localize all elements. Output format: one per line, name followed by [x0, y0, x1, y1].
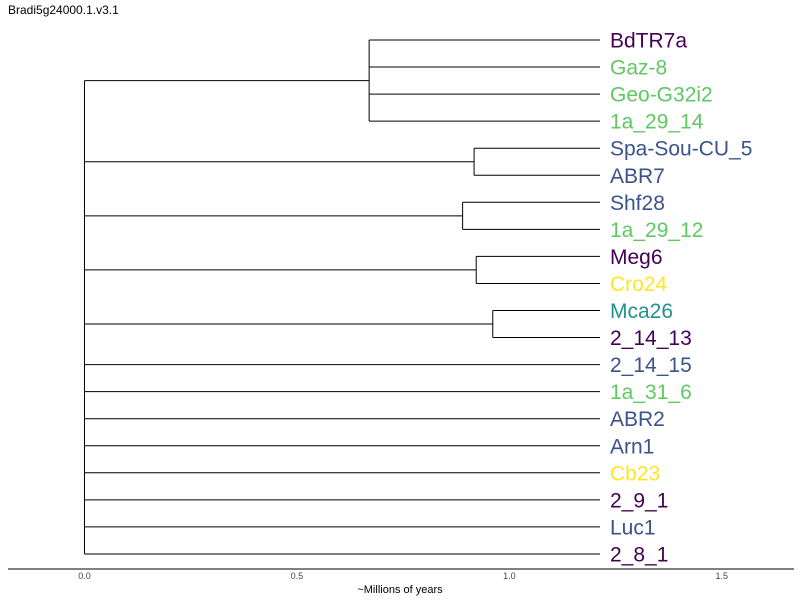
leaf-label: Cro24	[610, 273, 668, 296]
leaf-label: ABR7	[610, 165, 665, 188]
leaf-label: 1a_31_6	[610, 381, 692, 404]
leaf-label: 2_9_1	[610, 489, 668, 512]
leaf-label: Spa-Sou-CU_5	[610, 138, 752, 161]
x-tick-label: 1.5	[716, 571, 729, 581]
leaf-label: Cb23	[610, 462, 660, 485]
leaf-label: 2_14_13	[610, 327, 692, 350]
leaf-label: Shf28	[610, 192, 665, 215]
x-tick-label: 0.0	[78, 571, 91, 581]
leaf-label: Gaz-8	[610, 57, 667, 80]
leaf-label: 2_8_1	[610, 543, 668, 566]
leaf-label: BdTR7a	[610, 30, 687, 53]
leaf-label: 1a_29_14	[610, 111, 704, 134]
leaf-label: Meg6	[610, 246, 663, 269]
leaf-label: 2_14_15	[610, 354, 692, 377]
x-axis: 0.0 0.5 1.0 1.5	[8, 568, 794, 581]
tree-title: Bradi5g24000.1.v3.1	[8, 3, 119, 17]
leaf-labels: BdTR7a Gaz-8 Geo-G32i2 1a_29_14 Spa-Sou-CU_5…	[610, 30, 752, 567]
leaf-label: 1a_29_12	[610, 219, 703, 242]
branches	[83, 39, 600, 555]
x-tick-label: 0.5	[291, 571, 304, 581]
leaf-label: Mca26	[610, 300, 673, 323]
leaf-label: ABR2	[610, 408, 665, 431]
x-axis-title: ~Millions of years	[357, 584, 443, 596]
x-tick-label: 1.0	[503, 571, 516, 581]
leaf-label: Luc1	[610, 516, 656, 539]
leaf-label: Geo-G32i2	[610, 84, 713, 107]
leaf-label: Arn1	[610, 435, 654, 458]
